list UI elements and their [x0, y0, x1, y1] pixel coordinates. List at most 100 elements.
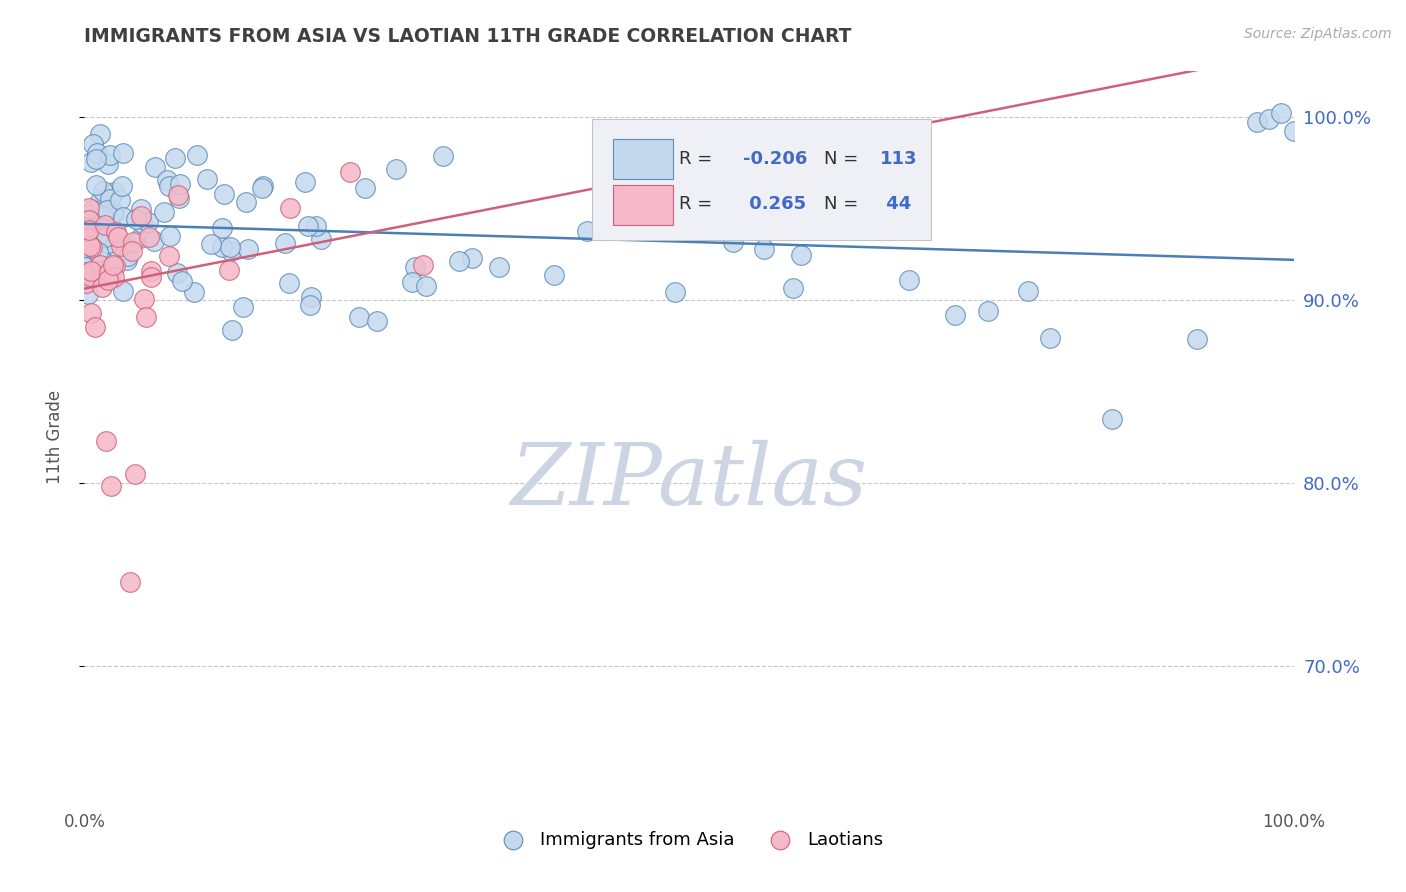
- Point: [212, 186, 235, 201]
- Point: [131, 216, 153, 230]
- Point: [86, 145, 108, 160]
- Point: [432, 149, 454, 163]
- Point: [87, 245, 110, 260]
- Point: [82, 219, 104, 234]
- Point: [107, 229, 129, 244]
- Point: [94, 434, 117, 448]
- Point: [77, 286, 100, 301]
- Point: [278, 277, 301, 291]
- Point: [278, 201, 301, 215]
- Point: [82, 136, 104, 151]
- Point: [101, 204, 124, 219]
- Point: [236, 242, 259, 256]
- Point: [98, 265, 121, 279]
- Point: [200, 237, 222, 252]
- Point: [274, 235, 297, 250]
- Point: [103, 185, 125, 199]
- Point: [97, 157, 120, 171]
- Text: N =: N =: [824, 195, 865, 213]
- Point: [98, 192, 121, 206]
- Point: [77, 269, 100, 284]
- Point: [111, 178, 134, 193]
- Point: [195, 172, 218, 186]
- Point: [1282, 124, 1305, 138]
- Point: [297, 219, 319, 233]
- Point: [110, 239, 132, 253]
- Point: [84, 153, 107, 167]
- Text: 44: 44: [880, 195, 911, 213]
- Point: [163, 151, 186, 165]
- Point: [79, 269, 101, 284]
- Point: [385, 162, 408, 177]
- Point: [131, 202, 153, 217]
- Point: [108, 193, 131, 207]
- Point: [166, 187, 188, 202]
- Point: [415, 278, 437, 293]
- Point: [121, 244, 143, 259]
- Point: [93, 229, 115, 244]
- Point: [125, 212, 148, 227]
- Point: [815, 197, 838, 211]
- Legend: Immigrants from Asia, Laotians: Immigrants from Asia, Laotians: [488, 823, 890, 856]
- Point: [122, 235, 145, 249]
- Point: [96, 203, 118, 218]
- Point: [89, 194, 111, 209]
- Point: [120, 574, 142, 589]
- Point: [115, 252, 138, 267]
- Point: [1017, 284, 1039, 298]
- Point: [782, 281, 804, 295]
- Point: [135, 310, 157, 324]
- Point: [366, 313, 388, 327]
- Point: [157, 249, 180, 263]
- Text: ZIPatlas: ZIPatlas: [510, 440, 868, 523]
- Point: [309, 232, 332, 246]
- Text: R =: R =: [679, 150, 718, 168]
- Point: [97, 236, 120, 251]
- Point: [111, 284, 134, 298]
- Point: [218, 262, 240, 277]
- Point: [1258, 112, 1281, 126]
- Point: [80, 306, 103, 320]
- Point: [105, 241, 128, 255]
- Y-axis label: 11th Grade: 11th Grade: [45, 390, 63, 484]
- Point: [488, 260, 510, 275]
- Point: [138, 230, 160, 244]
- Point: [575, 224, 598, 238]
- Point: [339, 165, 361, 179]
- Point: [75, 265, 97, 279]
- Point: [76, 231, 98, 245]
- Text: IMMIGRANTS FROM ASIA VS LAOTIAN 11TH GRADE CORRELATION CHART: IMMIGRANTS FROM ASIA VS LAOTIAN 11TH GRA…: [84, 27, 852, 45]
- Point: [100, 479, 122, 493]
- Text: 113: 113: [880, 150, 918, 168]
- Point: [77, 212, 100, 227]
- Point: [124, 467, 146, 481]
- Text: 0.265: 0.265: [744, 195, 807, 213]
- Point: [112, 145, 135, 160]
- Point: [98, 187, 121, 202]
- Point: [721, 235, 744, 249]
- Point: [138, 215, 160, 229]
- Point: [790, 248, 813, 262]
- Point: [294, 175, 316, 189]
- Point: [219, 240, 242, 254]
- Point: [93, 209, 115, 223]
- Point: [79, 264, 101, 278]
- Point: [80, 155, 103, 169]
- Point: [1270, 106, 1292, 120]
- Point: [129, 209, 152, 223]
- Point: [461, 252, 484, 266]
- Point: [77, 201, 100, 215]
- Point: [129, 231, 152, 245]
- Point: [134, 292, 156, 306]
- Point: [404, 260, 426, 274]
- FancyBboxPatch shape: [613, 138, 673, 179]
- Point: [1185, 332, 1208, 346]
- Point: [166, 266, 188, 280]
- Point: [1101, 412, 1123, 426]
- Point: [94, 219, 117, 233]
- Point: [977, 303, 1000, 318]
- Point: [1246, 115, 1268, 129]
- FancyBboxPatch shape: [592, 119, 931, 240]
- Text: N =: N =: [824, 150, 865, 168]
- Point: [73, 240, 96, 254]
